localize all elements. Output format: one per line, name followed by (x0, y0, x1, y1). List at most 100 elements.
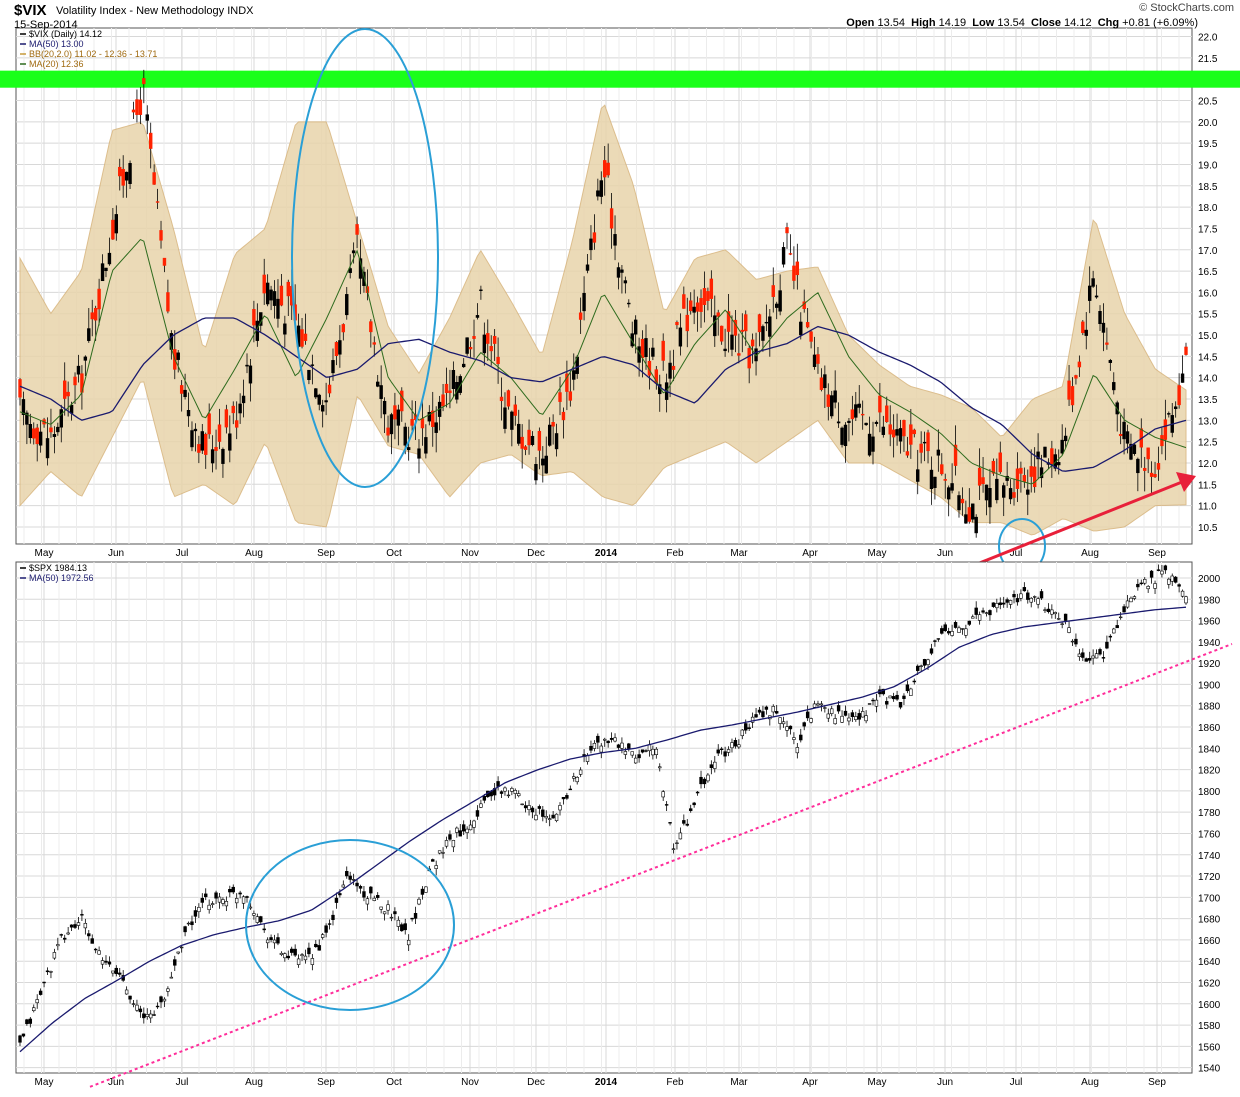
candle-body (898, 701, 903, 708)
candle-body (716, 749, 720, 754)
candle-body (334, 897, 339, 903)
candle-body (860, 711, 865, 718)
candle-body (1053, 612, 1057, 615)
candle-body (25, 1019, 29, 1025)
candle-body (885, 701, 889, 705)
candle-body (1074, 638, 1078, 645)
candle-body (420, 418, 425, 429)
candle-body (1184, 596, 1188, 604)
candle-body (603, 160, 607, 178)
candle-body (1019, 593, 1023, 599)
x-tick-label: Apr (802, 548, 818, 559)
y-tick-label: 21.5 (1198, 54, 1218, 65)
annotation-arrow-shaft (961, 480, 1183, 572)
x-tick-label: Jul (1010, 1077, 1023, 1088)
candle-body (1005, 599, 1009, 603)
candle-body (568, 391, 573, 401)
y-tick-label: 11.0 (1198, 502, 1217, 513)
candle-body (599, 180, 603, 197)
candle-body (805, 711, 810, 719)
candle-body (609, 208, 614, 229)
low-value: 13.54 (997, 17, 1025, 29)
candle-body (434, 422, 438, 433)
candle-body (482, 795, 487, 801)
candle-body (104, 267, 108, 271)
candle-body (792, 737, 796, 740)
candle-body (1026, 489, 1030, 495)
candle-body (389, 916, 394, 919)
candle-body (272, 939, 277, 944)
candle-body (176, 352, 180, 360)
candle-body (376, 895, 380, 898)
candle-body (210, 449, 215, 464)
candle-body (1122, 606, 1126, 613)
candle-body (1060, 623, 1064, 625)
candle-body (988, 488, 992, 508)
candle-body (42, 981, 46, 984)
candle-body (530, 807, 535, 813)
candle-body (544, 455, 548, 474)
candle-body (238, 892, 242, 895)
candle-body (382, 911, 387, 915)
candle-body (56, 426, 60, 433)
candle-body (152, 1014, 156, 1016)
candle-body (296, 958, 301, 965)
candle-body (396, 919, 401, 927)
candle-body (888, 695, 892, 699)
candle-body (200, 897, 204, 903)
candle-body (905, 451, 910, 456)
candle-body (217, 424, 222, 442)
chg-value: +0.81 (+6.09%) (1122, 17, 1198, 29)
candle-body (166, 292, 170, 312)
candle-body (379, 385, 383, 399)
candle-body (166, 988, 170, 992)
candle-body (107, 961, 112, 965)
candle-body (131, 109, 136, 113)
candle-body (276, 937, 280, 944)
candle-body (816, 354, 820, 364)
candle-body (327, 923, 332, 925)
candle-body (1026, 592, 1030, 600)
candle-body (1132, 444, 1137, 454)
candle-body (1063, 613, 1068, 621)
candle-body (252, 308, 256, 326)
candle-body (1015, 598, 1020, 603)
candle-body (895, 694, 899, 700)
candle-body (799, 734, 803, 741)
candle-body (713, 315, 717, 337)
candle-body (661, 340, 665, 361)
candle-body (1039, 467, 1044, 479)
candle-body (623, 751, 628, 755)
candle-body (596, 190, 600, 197)
candle-body (1087, 285, 1092, 301)
x-tick-label: Aug (1081, 1077, 1099, 1088)
candle-body (1070, 640, 1075, 643)
candle-body (843, 710, 848, 716)
y-tick-label: 1840 (1198, 744, 1221, 755)
candle-body (93, 307, 98, 321)
candle-body (38, 431, 43, 446)
y-tick-label: 17.5 (1198, 224, 1218, 235)
candle-body (221, 899, 225, 904)
candle-body (241, 395, 246, 404)
candle-body (740, 329, 745, 332)
candle-body (527, 805, 531, 811)
candle-body (38, 990, 43, 995)
candle-body (406, 447, 411, 451)
candle-body (506, 794, 511, 797)
x-tick-label: Feb (666, 1077, 684, 1088)
y-tick-label: 20.0 (1198, 118, 1218, 129)
candle-body (1108, 635, 1113, 638)
candle-body (83, 356, 88, 361)
candle-body (1094, 295, 1099, 298)
x-tick-label: Nov (461, 1077, 479, 1088)
candle-body (833, 718, 837, 725)
candle-body (716, 312, 720, 317)
candle-body (338, 893, 342, 896)
candle-body (678, 327, 683, 347)
candle-body (774, 303, 779, 308)
candle-body (492, 336, 497, 344)
candle-body (936, 638, 941, 640)
y-tick-label: 22.0 (1198, 33, 1218, 44)
candle-body (214, 446, 218, 451)
